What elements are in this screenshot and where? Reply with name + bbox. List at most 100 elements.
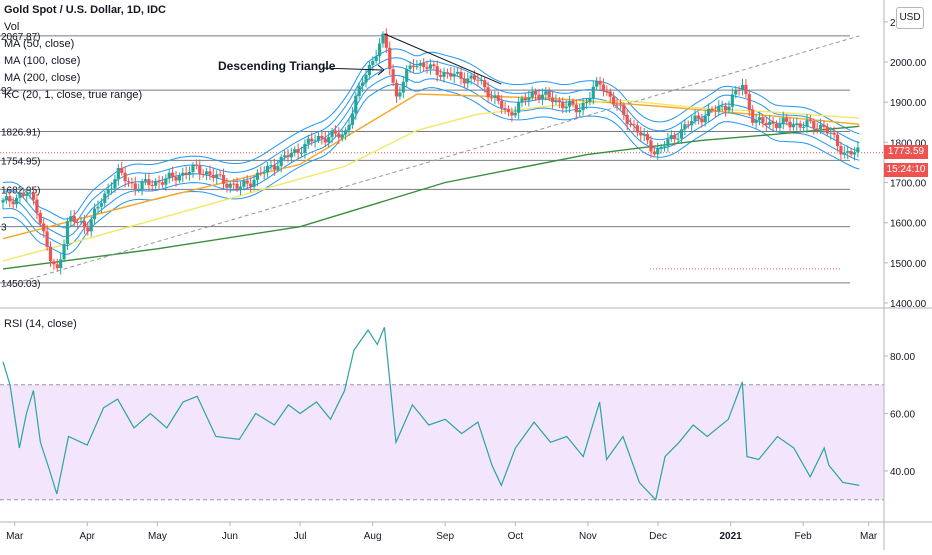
candle-body — [802, 126, 806, 128]
candle-body — [612, 96, 616, 105]
candle-body — [469, 75, 473, 79]
candle-body — [632, 124, 636, 126]
candle-body — [645, 133, 650, 141]
candle-body — [69, 216, 73, 222]
candle-body — [245, 180, 249, 184]
candle-body — [232, 183, 236, 185]
candle-body — [76, 221, 80, 223]
candle-body — [486, 87, 490, 98]
y-tick-label: 1900.00 — [890, 98, 927, 109]
candle-body — [262, 172, 266, 174]
candle-body — [493, 95, 497, 98]
candle-body — [45, 231, 49, 247]
candle-body — [171, 172, 175, 177]
candle-body — [293, 149, 297, 153]
candle-body — [673, 135, 677, 140]
candle-body — [384, 33, 388, 48]
candle-body — [815, 128, 819, 130]
candle-body — [4, 196, 8, 201]
candle-body — [852, 152, 857, 155]
candle-body — [109, 188, 114, 190]
indicator-kc[interactable]: KC (20, 1, close, true range) — [4, 89, 143, 101]
x-tick-label: Oct — [508, 531, 524, 542]
rsi-title[interactable]: RSI (14, close) — [4, 318, 77, 330]
indicator-ma50[interactable]: MA (50, close) — [4, 38, 75, 50]
y-tick-label: 1800.00 — [890, 138, 927, 149]
candle-body — [25, 193, 29, 196]
candle-body — [690, 121, 694, 126]
candle-body — [581, 102, 585, 111]
candle-body — [164, 178, 168, 185]
candle-body — [588, 97, 592, 102]
candle-body — [282, 155, 287, 157]
drawings: Descending Triangle — [2, 33, 860, 288]
kc-band-lo2 — [2, 83, 860, 255]
candle-body — [215, 174, 219, 178]
candle-body — [510, 112, 514, 116]
candle-body — [428, 64, 433, 69]
candle-body — [350, 113, 355, 125]
candle-body — [791, 124, 796, 128]
indicator-ma200[interactable]: MA (200, close) — [4, 72, 81, 84]
indicator-vol[interactable]: Vol — [4, 21, 20, 33]
candle-body — [150, 184, 154, 186]
candle-body — [676, 138, 680, 140]
candle-body — [408, 65, 412, 69]
candle-body — [683, 124, 687, 130]
indicator-ma100[interactable]: MA (100, close) — [4, 55, 81, 67]
candle-body — [38, 212, 42, 224]
candle-body — [652, 151, 656, 155]
candle-body — [561, 102, 565, 109]
candle-body — [584, 101, 589, 103]
candle-body — [774, 123, 779, 128]
candle-body — [235, 183, 239, 189]
level-label: 1450.03) — [1, 279, 40, 290]
currency-button[interactable]: USD — [896, 7, 924, 29]
candle-body — [286, 155, 290, 158]
candle-body — [187, 171, 192, 176]
candle-body — [530, 91, 534, 98]
candles — [1, 28, 860, 275]
candle-body — [520, 98, 524, 103]
level-label: 1826.91) — [1, 128, 40, 139]
candle-body — [204, 171, 209, 175]
x-tick-label: Mar — [860, 531, 878, 542]
candle-body — [1, 200, 5, 203]
candle-body — [751, 109, 755, 123]
candle-body — [364, 75, 368, 83]
candle-body — [140, 181, 144, 190]
candle-body — [198, 165, 202, 174]
rising-dashed-trendline — [2, 35, 860, 288]
candle-body — [99, 203, 103, 207]
candle-body — [615, 104, 619, 106]
descending-trendline — [384, 33, 502, 85]
candle-body — [143, 179, 148, 182]
candle-body — [805, 120, 809, 127]
candle-body — [679, 129, 684, 139]
candle-body — [618, 104, 623, 106]
candle-body — [65, 221, 70, 245]
candle-body — [795, 123, 799, 125]
candle-body — [344, 130, 348, 135]
candle-body — [479, 80, 483, 82]
x-tick-label: Mar — [6, 531, 24, 542]
candle-body — [8, 196, 12, 202]
candle-body — [360, 82, 365, 87]
y-tick-label: 2 — [890, 18, 896, 29]
candle-body — [255, 172, 260, 180]
x-tick-label: 2021 — [719, 531, 742, 542]
candle-body — [788, 121, 792, 128]
candle-body — [835, 134, 840, 146]
candle-body — [506, 108, 511, 113]
candle-body — [727, 106, 731, 111]
candle-body — [459, 71, 463, 79]
candle-body — [703, 115, 707, 123]
candle-body — [137, 189, 141, 191]
chart-legend: Gold Spot / U.S. Dollar, 1D, IDC Vol MA … — [4, 2, 166, 104]
candle-body — [557, 100, 561, 103]
candle-body — [35, 199, 39, 213]
candle-body — [333, 130, 338, 134]
candle-body — [764, 122, 768, 126]
